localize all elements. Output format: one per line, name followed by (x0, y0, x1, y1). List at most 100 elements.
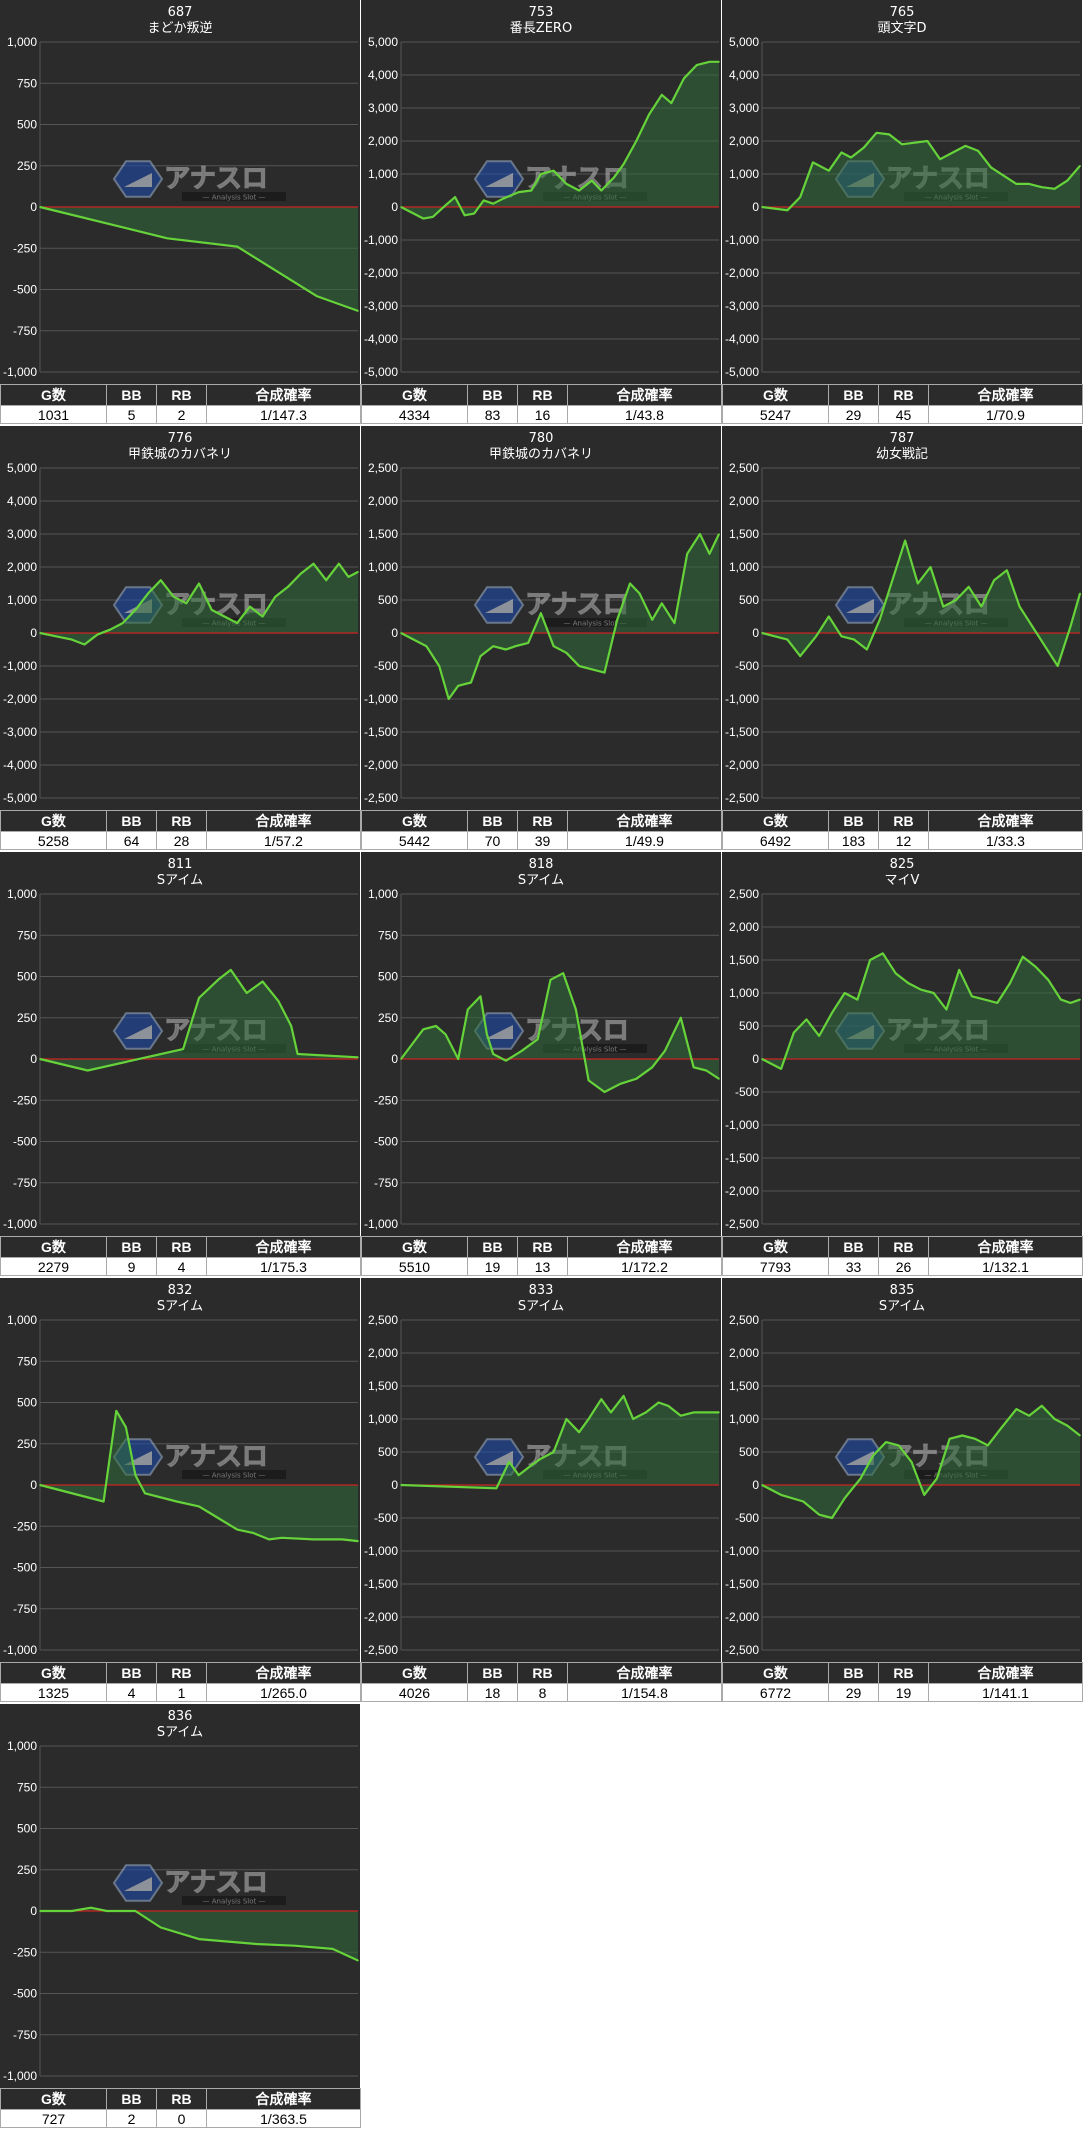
data-point (198, 997, 200, 999)
data-point (786, 638, 789, 641)
data-point (952, 151, 954, 154)
machine-title: マイV (885, 873, 920, 888)
data-point (300, 572, 302, 575)
stats-value-prob: 1/57.2 (206, 831, 361, 850)
stats-value-bb: 183 (828, 831, 879, 850)
stats-header-games: G数 (722, 810, 829, 832)
data-point (907, 982, 910, 984)
y-tick-label: 1,000 (7, 1739, 37, 1753)
stats-value-prob: 1/154.8 (567, 1683, 722, 1702)
data-point (818, 1035, 820, 1037)
stats-value-games: 5247 (722, 405, 829, 424)
data-point (482, 199, 485, 202)
stats-header-rb: RB (878, 384, 929, 406)
y-tick-label: 0 (30, 1904, 37, 1918)
y-tick-label: -1,500 (725, 725, 759, 739)
data-point (400, 632, 402, 634)
stats-value-rb: 8 (517, 1683, 568, 1702)
stats-value-games: 5510 (361, 1257, 468, 1276)
stats-header-prob: 合成確率 (567, 1236, 722, 1258)
data-point (125, 1426, 127, 1428)
y-tick-label: 4,000 (7, 494, 37, 508)
y-tick-label: -2,000 (3, 692, 37, 706)
y-tick-label: 2,000 (368, 1346, 398, 1360)
data-point (1069, 1002, 1072, 1004)
y-tick-label: -1,000 (364, 233, 398, 247)
data-point (686, 553, 688, 555)
stats-header-prob: 合成確率 (928, 1236, 1083, 1258)
data-point (473, 212, 475, 215)
y-tick-label: -500 (735, 659, 759, 673)
y-tick-label: -500 (735, 1085, 759, 1099)
data-point (102, 1500, 105, 1503)
data-point (578, 1431, 580, 1433)
data-point (83, 643, 86, 646)
machine-number: 687 (168, 5, 193, 20)
stats-value-rb: 2 (156, 405, 207, 424)
data-point (831, 1517, 833, 1519)
watermark-text: アナスロ (164, 1442, 267, 1472)
data-point (680, 1414, 682, 1417)
data-point (901, 143, 903, 146)
y-tick-label: -1,000 (364, 1217, 398, 1231)
stats-header-rb: RB (156, 810, 207, 832)
machine-panel-753: -5,000 -4,000 -3,000 -2,000 -1,000 0 1,000 2,00… (361, 0, 722, 424)
data-point (495, 1487, 498, 1490)
data-point (134, 1910, 137, 1912)
data-point (470, 681, 472, 684)
machine-title: 番長ZERO (510, 21, 572, 36)
data-point (818, 1513, 820, 1516)
y-tick-label: 3,000 (7, 527, 37, 541)
stats-header-bb: BB (467, 1236, 518, 1258)
y-tick-label: -1,000 (3, 659, 37, 673)
machine-number: 765 (890, 5, 915, 20)
data-point (71, 638, 73, 641)
data-point (530, 1464, 533, 1466)
y-tick-label: 1,000 (368, 167, 398, 181)
y-tick-label: -2,000 (725, 266, 759, 280)
watermark-subtext: — Analysis Slot — (203, 1472, 266, 1480)
data-point (600, 1398, 603, 1400)
stats-header-prob: 合成確率 (567, 1662, 722, 1684)
data-point (505, 648, 507, 651)
data-point (280, 1537, 283, 1539)
stats-header-games: G数 (0, 810, 107, 832)
series-line (761, 952, 1081, 1070)
data-point (217, 1517, 219, 1519)
data-point (629, 582, 631, 585)
data-point (1015, 183, 1018, 185)
y-tick-label: 1,000 (7, 887, 37, 901)
data-point (651, 1066, 653, 1069)
machine-title: Sアイム (518, 1299, 564, 1314)
slump-chart: -2,500 -2,000 -1,500 -1,000 -500 0 500 1,000 1,5… (722, 1278, 1082, 1662)
stats-value-games: 5258 (0, 831, 107, 850)
data-point (805, 1018, 808, 1021)
series-line (761, 1404, 1081, 1520)
data-point (603, 671, 606, 674)
stats-value-rb: 0 (156, 2109, 207, 2128)
hexagon-logo-icon (473, 586, 525, 624)
stats-header-rb: RB (156, 1662, 207, 1684)
stats-value-rb: 4 (156, 1257, 207, 1276)
data-point (920, 988, 922, 991)
stats-header-bb: BB (106, 810, 157, 832)
data-point (910, 1461, 913, 1463)
data-point (983, 998, 986, 1001)
data-point (964, 145, 967, 147)
y-tick-label: -250 (13, 241, 37, 255)
data-point (591, 179, 593, 182)
data-point (708, 553, 711, 555)
machine-panel-833: -2,500 -2,000 -1,500 -1,000 -500 0 500 1,000 1,5… (361, 1278, 722, 1702)
y-tick-label: 2,000 (729, 1346, 759, 1360)
data-point (673, 622, 676, 624)
series-line (39, 1409, 359, 1543)
y-tick-label: -1,500 (364, 1577, 398, 1591)
data-point (799, 196, 801, 198)
data-point (444, 204, 447, 207)
data-point (815, 635, 817, 638)
data-point (1028, 1414, 1030, 1417)
data-point (923, 1494, 925, 1496)
stats-header-prob: 合成確率 (206, 384, 361, 406)
y-tick-label: -500 (13, 1987, 37, 2001)
stats-value-rb: 45 (878, 405, 929, 424)
